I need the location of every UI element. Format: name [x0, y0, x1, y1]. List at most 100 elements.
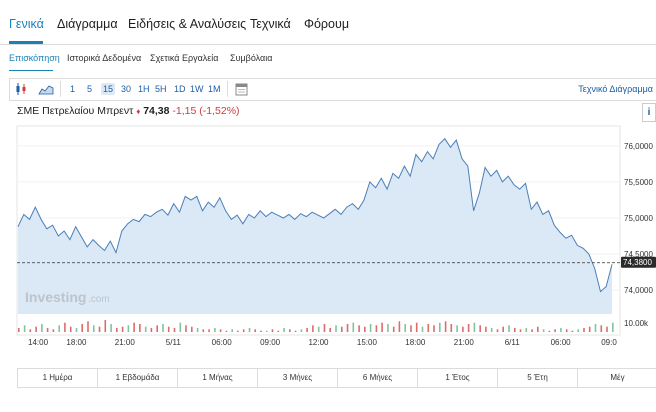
subnav-historical-data[interactable]: Ιστορικά Δεδομένα — [67, 53, 142, 63]
range-max[interactable]: Μέγ — [610, 373, 625, 382]
interval-1d[interactable]: 1D — [174, 84, 186, 94]
interval-5m[interactable]: 5 — [87, 84, 93, 94]
volume-bar — [277, 330, 280, 332]
volume-bar — [519, 329, 522, 332]
range-selector: 1 Ημέρα 1 Εβδομάδα 1 Μήνας 3 Μήνες 6 Μήν… — [17, 368, 656, 388]
volume-bar — [75, 328, 78, 332]
volume-bar — [341, 326, 343, 332]
calendar-icon[interactable] — [235, 82, 248, 101]
candlestick-icon[interactable] — [14, 82, 28, 101]
x-tick-label: 18:00 — [66, 338, 87, 347]
price-change: -1,15 — [172, 105, 197, 117]
interval-15m[interactable]: 15 — [101, 83, 116, 95]
tab-news-analysis[interactable]: Ειδήσεις & Αναλύσεις — [128, 17, 247, 31]
technical-chart-link[interactable]: Τεχνικό Διάγραμμα — [578, 84, 653, 94]
volume-bar — [439, 322, 441, 332]
chart-toolbar: 1 5 15 30 1H 5H 1D 1W 1M Τεχνικό Διάγραμ… — [9, 78, 656, 101]
volume-bar — [46, 328, 49, 332]
price-line — [17, 137, 613, 293]
volume-bar — [323, 324, 326, 332]
tab-technical[interactable]: Τεχνικά — [250, 17, 291, 31]
tab-overview[interactable]: Γενικά — [9, 17, 44, 31]
volume-bar — [219, 329, 222, 332]
volume-bar — [433, 325, 435, 332]
volume-bar — [317, 326, 320, 332]
range-1-day[interactable]: 1 Ημέρα — [18, 369, 98, 387]
volume-bar — [18, 328, 20, 332]
volume-bar — [444, 321, 447, 332]
range-3-months[interactable]: 3 Μήνες — [258, 369, 338, 387]
interval-30m[interactable]: 30 — [121, 84, 132, 94]
volume-bar — [479, 325, 481, 332]
tab-chart[interactable]: Διάγραμμα — [57, 17, 118, 31]
volume-bar — [127, 325, 130, 332]
volume-bar — [542, 329, 545, 332]
volume-bar — [485, 326, 487, 332]
down-arrow-icon: ♦ — [136, 107, 141, 116]
volume-bar — [133, 322, 135, 332]
volume-bar — [548, 330, 551, 332]
volume-bar — [606, 326, 608, 332]
tab-forum[interactable]: Φόρουμ — [304, 17, 350, 31]
range-1-year[interactable]: 1 Έτος — [418, 369, 498, 387]
volume-bar — [335, 325, 337, 332]
volume-bar — [508, 325, 510, 332]
volume-bar — [139, 324, 141, 332]
volume-bar — [162, 324, 164, 332]
volume-bar — [565, 329, 568, 332]
range-5-years[interactable]: 5 Έτη — [498, 369, 578, 387]
interval-1mo[interactable]: 1M — [208, 84, 221, 94]
volume-bar — [369, 324, 372, 332]
toolbar-divider — [60, 81, 61, 97]
top-nav: Γενικά Διάγραμμα Ειδήσεις & Αναλύσεις Τε… — [0, 0, 656, 45]
volume-bars — [18, 320, 614, 332]
volume-bar — [600, 325, 603, 332]
volume-bar — [225, 330, 228, 332]
range-6-months[interactable]: 6 Μήνες — [338, 369, 418, 387]
volume-bar — [398, 321, 401, 332]
instrument-name: ΣΜΕ Πετρελαίου Μπρεντ — [17, 105, 134, 117]
volume-bar — [29, 329, 32, 332]
volume-bar — [283, 328, 285, 332]
watermark-brand: Investing — [25, 289, 86, 305]
volume-bar — [87, 321, 89, 332]
volume-bar — [144, 326, 147, 332]
subnav-contracts[interactable]: Συμβόλαια — [230, 53, 273, 63]
y-tick-label: 74,5000 — [624, 250, 653, 259]
volume-bar — [294, 330, 297, 332]
volume-bar — [208, 329, 210, 332]
volume-bar — [387, 324, 389, 332]
watermark-suffix: .com — [88, 294, 110, 305]
volume-bar — [594, 324, 597, 332]
volume-bar — [271, 329, 274, 332]
volume-bar — [248, 328, 251, 332]
y-axis: 76,0000 75,5000 75,0000 74,5000 74,0000 — [624, 142, 653, 295]
subnav-related-tools[interactable]: Σχετικά Εργαλεία — [150, 53, 219, 63]
volume-bar — [571, 330, 574, 332]
x-axis: 14:00 18:00 21:00 5/11 06:00 09:00 12:00 15:00 1… — [28, 338, 617, 347]
volume-bar — [52, 329, 55, 332]
price-chart[interactable]: 76,0000 75,5000 75,0000 74,5000 74,0000 74,3… — [0, 118, 656, 350]
last-price-value: 74,3800 — [623, 258, 652, 267]
volume-bar — [242, 329, 245, 332]
volume-bar — [35, 326, 37, 332]
toolbar-divider — [227, 81, 228, 97]
range-1-week[interactable]: 1 Εβδομάδα — [98, 369, 178, 387]
volume-bar — [352, 322, 355, 332]
interval-1w[interactable]: 1W — [190, 84, 204, 94]
volume-bar — [364, 326, 366, 332]
x-tick-label: 21:00 — [454, 338, 475, 347]
active-tab-indicator — [9, 41, 43, 44]
volume-bar — [214, 328, 216, 332]
range-1-month[interactable]: 1 Μήνας — [178, 369, 258, 387]
volume-bar — [69, 326, 72, 332]
interval-1m[interactable]: 1 — [70, 84, 76, 94]
interval-1h[interactable]: 1H — [138, 84, 150, 94]
subnav-overview[interactable]: Επισκόπηση — [9, 53, 60, 63]
volume-bar — [410, 325, 412, 332]
volume-bar — [514, 328, 516, 332]
interval-5h[interactable]: 5H — [155, 84, 167, 94]
volume-bar — [554, 329, 556, 332]
area-chart-icon[interactable] — [38, 82, 54, 101]
volume-bar — [537, 326, 539, 332]
